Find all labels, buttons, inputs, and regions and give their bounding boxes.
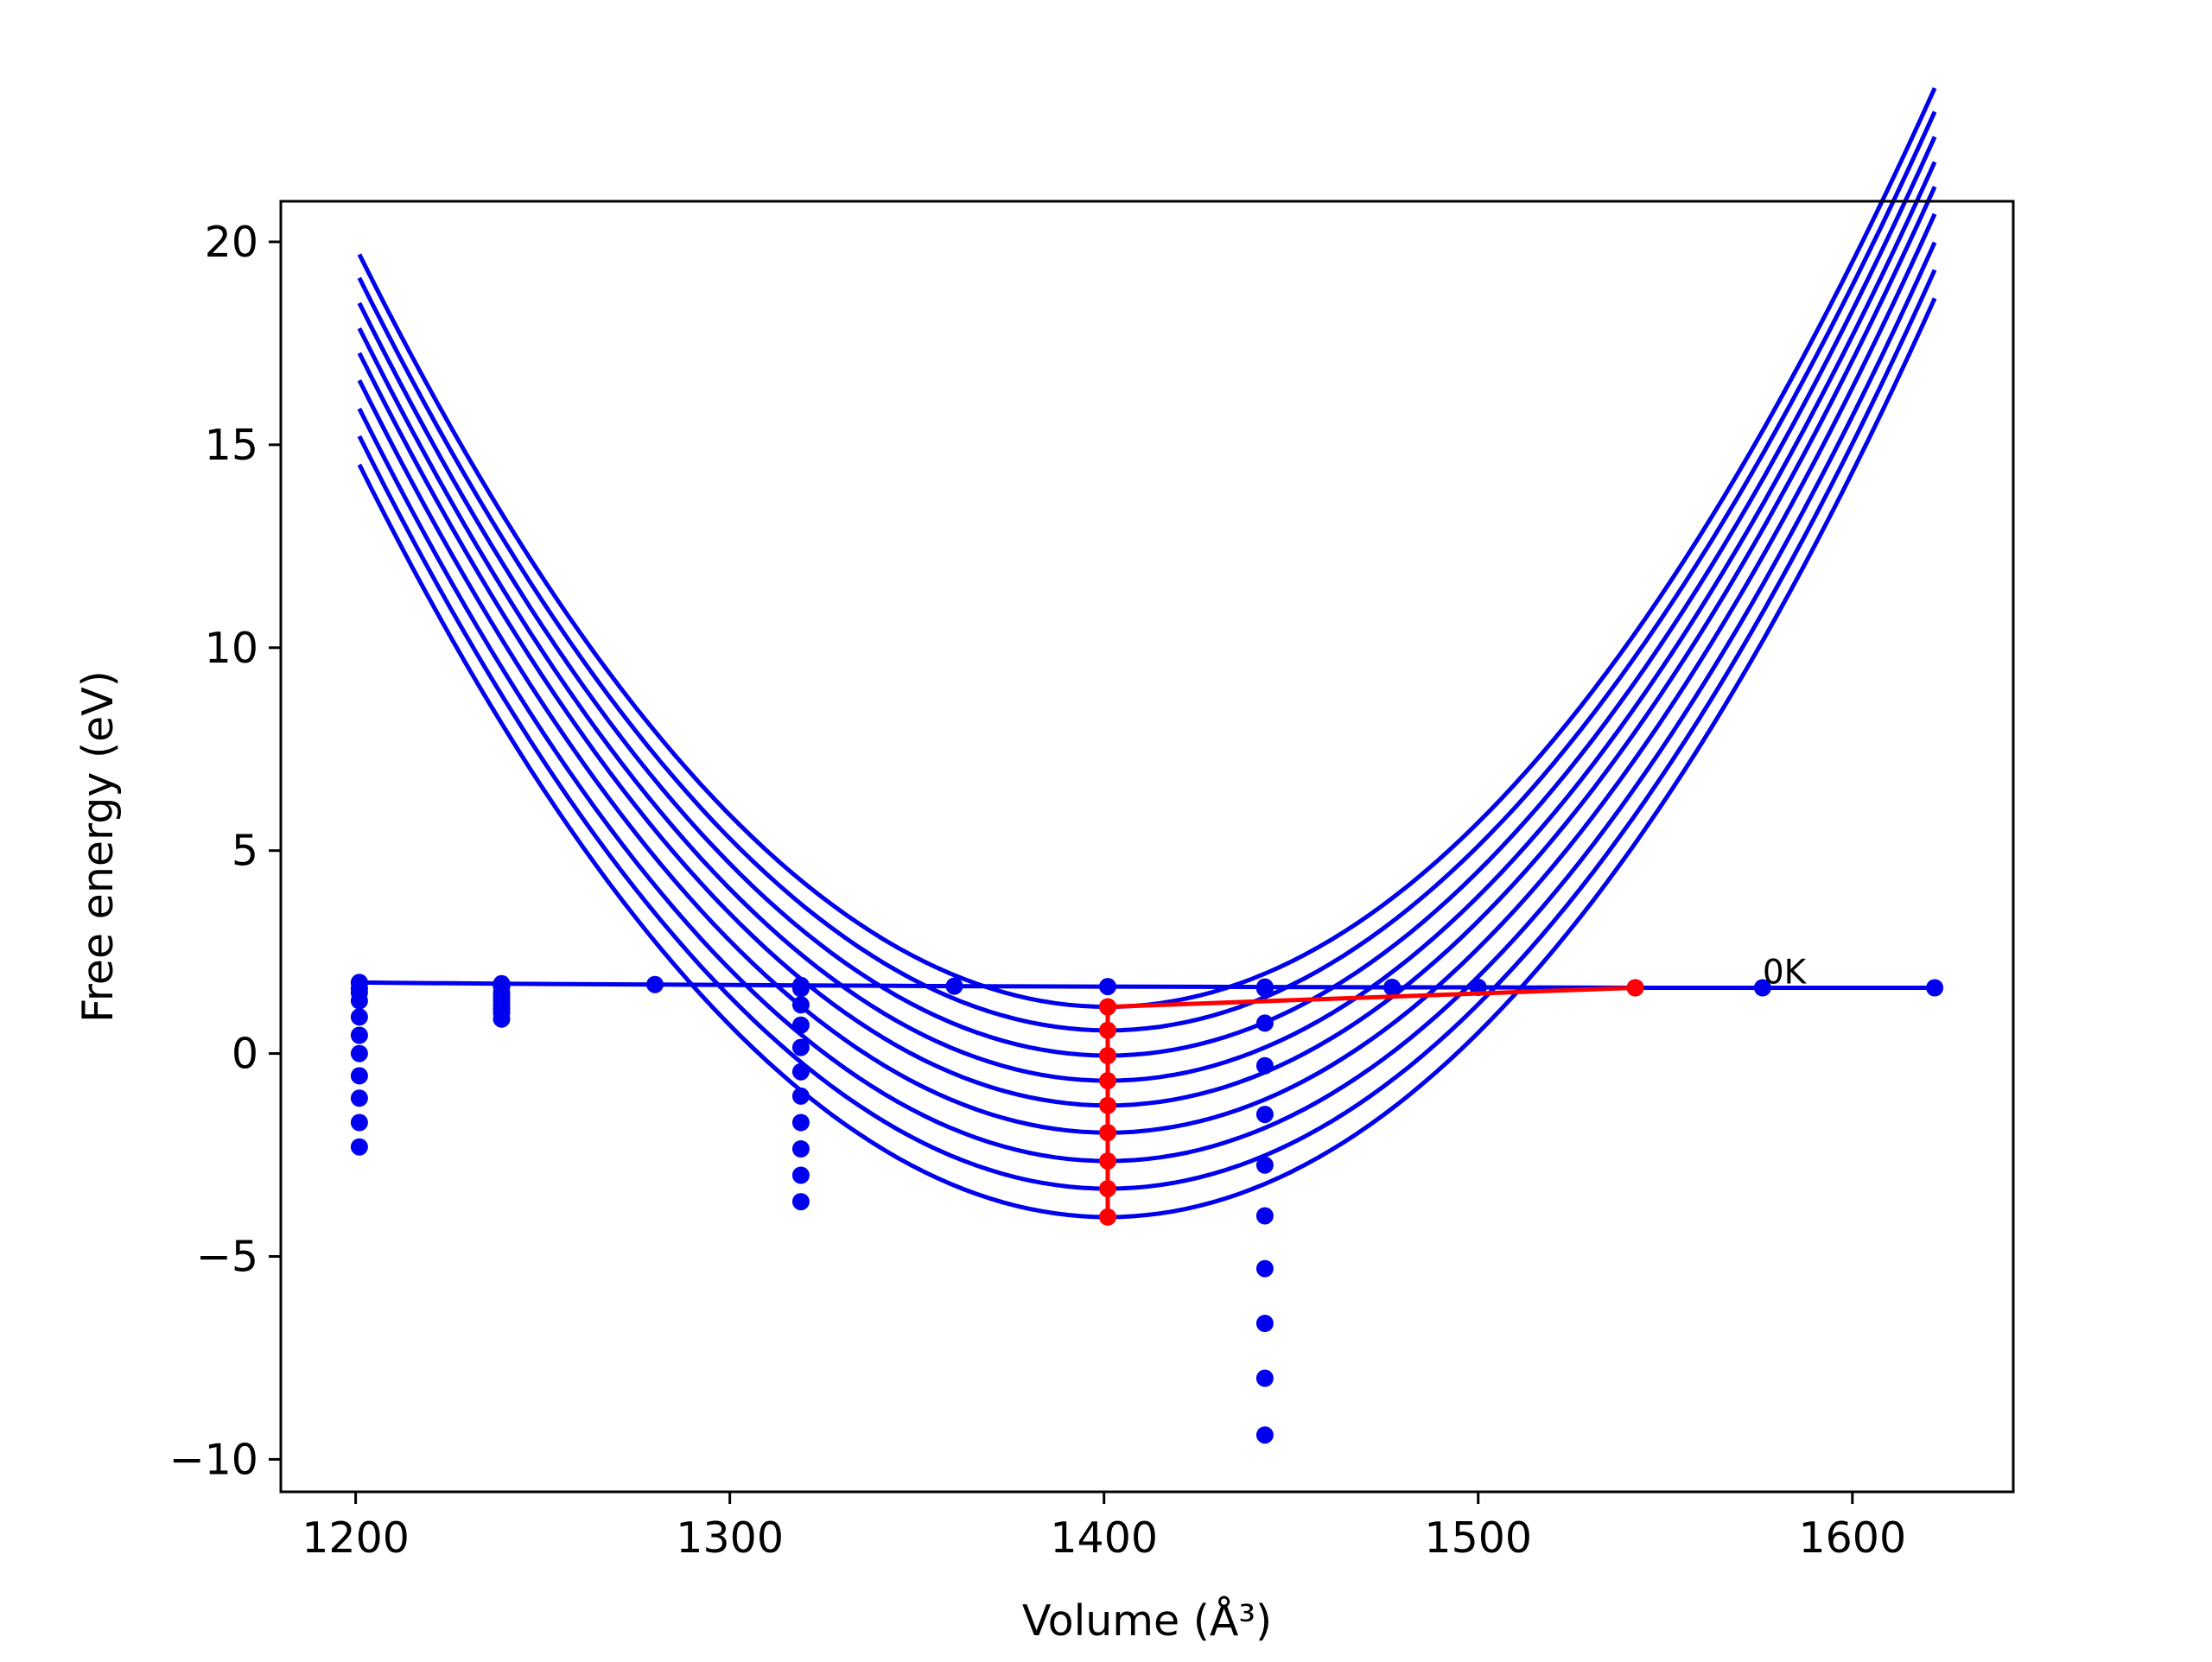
red-data-point [1099, 1208, 1116, 1226]
x-tick-label: 1600 [1798, 1513, 1906, 1563]
y-tick-label: 20 [205, 218, 258, 267]
free-energy-curve [357, 186, 1937, 1108]
blue-data-point [791, 1016, 810, 1034]
blue-data-point [493, 1010, 511, 1028]
y-tick-label: 5 [232, 827, 258, 876]
blue-data-point [791, 1038, 810, 1056]
free-energy-curve [357, 213, 1937, 1135]
free-energy-curve [357, 111, 1937, 1033]
axes-frame [279, 200, 2015, 1494]
blue-data-point [791, 1193, 810, 1211]
red-data-point [1099, 1096, 1116, 1114]
blue-data-point [945, 977, 963, 995]
free-energy-curve [357, 269, 1937, 1191]
blue-data-point [791, 996, 810, 1014]
y-tick-label: 15 [205, 421, 258, 470]
blue-data-point [350, 1026, 368, 1044]
red-data-point [1099, 1047, 1116, 1064]
blue-data-point [350, 1089, 368, 1107]
blue-data-point [350, 1008, 368, 1026]
y-tick-label: −5 [196, 1233, 258, 1282]
red-data-point [1099, 1152, 1116, 1170]
annotation-label: 0K [1763, 953, 1808, 992]
blue-data-point [1255, 1426, 1274, 1444]
red-data-point [1099, 998, 1116, 1016]
x-tick-label: 1400 [1050, 1513, 1158, 1563]
red-data-point [1099, 1124, 1116, 1142]
red-data-point [1099, 1180, 1116, 1198]
y-axis: 20 15 10 5 0 −5 −10 [169, 218, 281, 1484]
blue-data-point [791, 1140, 810, 1158]
x-tick-label: 1500 [1424, 1513, 1532, 1563]
blue-data-point [1255, 1106, 1274, 1124]
curves-layer [357, 86, 1937, 1220]
red-data-point [1099, 1072, 1116, 1090]
x-axis: 1200 1300 1400 1500 1600 [302, 1492, 1906, 1563]
free-energy-curve [357, 136, 1937, 1058]
blue-data-point [1255, 1056, 1274, 1075]
blue-data-point [1255, 1259, 1274, 1278]
blue-data-point [791, 1166, 810, 1184]
y-axis-label: Free energy (eV) [73, 670, 123, 1023]
blue-data-point [1255, 1207, 1274, 1225]
blue-data-point [1255, 1315, 1274, 1332]
markers-layer [350, 974, 1944, 1444]
annotations: 0K [1763, 953, 1808, 992]
blue-data-point [350, 1138, 368, 1156]
free-energy-curve [357, 241, 1937, 1164]
blue-data-point [1099, 978, 1116, 996]
blue-data-point [791, 1113, 810, 1132]
blue-data-point [791, 980, 810, 998]
blue-data-point [646, 975, 664, 993]
blue-data-point [791, 1063, 810, 1081]
blue-data-point [1255, 1156, 1274, 1174]
blue-data-point [1255, 1014, 1274, 1032]
blue-data-point [1255, 1369, 1274, 1387]
y-tick-label: 10 [205, 624, 258, 673]
x-tick-label: 1200 [302, 1513, 410, 1563]
blue-data-point [350, 1067, 368, 1085]
y-tick-label: −10 [169, 1435, 258, 1484]
blue-data-point [350, 1044, 368, 1063]
x-axis-label: Volume (Å³) [1022, 1595, 1272, 1646]
minimum-path-line [1107, 986, 1636, 1010]
blue-data-point [350, 984, 368, 1002]
y-tick-label: 0 [232, 1030, 258, 1079]
blue-data-point [1753, 979, 1771, 997]
free-energy-curve [357, 297, 1937, 1220]
x-tick-label: 1300 [676, 1513, 784, 1563]
red-data-point [1626, 979, 1644, 997]
blue-data-point [1383, 979, 1402, 996]
blue-data-point [1926, 979, 1944, 997]
blue-data-point [1255, 980, 1274, 998]
zero-kelvin-line [359, 980, 1936, 990]
free-energy-curve [357, 161, 1937, 1083]
blue-data-point [791, 1087, 810, 1105]
blue-data-point [350, 1113, 368, 1132]
red-data-point [1099, 1021, 1116, 1039]
